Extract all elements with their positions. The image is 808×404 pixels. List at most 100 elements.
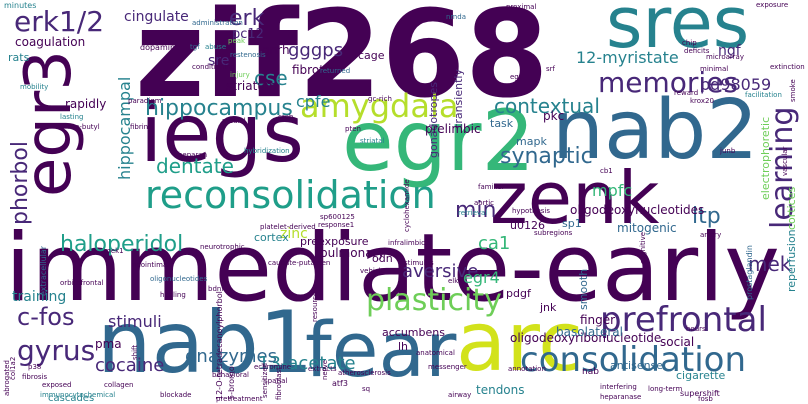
word-5-bromo: 5-bromo bbox=[227, 366, 236, 400]
word-returned: returned bbox=[320, 67, 351, 75]
word-junb: junb bbox=[720, 147, 736, 155]
word-shift: shift bbox=[131, 344, 139, 360]
word-cyclohexamide: cyclohexamide bbox=[403, 179, 411, 232]
word-antisense: antisense bbox=[610, 359, 664, 372]
word-smoke: smoke bbox=[789, 79, 797, 102]
word-response1: response1 bbox=[318, 221, 355, 229]
word-prefrontal: prefrontal bbox=[600, 300, 767, 340]
word-sp1: sp1 bbox=[562, 217, 582, 230]
word-nab1: nab1 bbox=[97, 293, 314, 393]
word-long-term: long-term bbox=[648, 385, 683, 393]
word-rapidly: rapidly bbox=[65, 97, 107, 111]
word-extracts: extracts bbox=[308, 365, 337, 373]
word-oligonucleotides: oligonucleotides bbox=[150, 275, 208, 283]
word-orbitofrontal: orbitofrontal bbox=[60, 279, 104, 287]
word-heparanase: heparanase bbox=[600, 393, 642, 401]
word-immunocytochemical: immunocytochemical bbox=[40, 391, 116, 399]
word-cocaine: cocaine bbox=[95, 355, 165, 376]
word-gonadotropes: gonadotropes bbox=[427, 82, 440, 158]
word-creb: creb bbox=[278, 113, 294, 121]
word-reperfusion: reperfusion bbox=[785, 229, 798, 292]
word-sensitized: sensitized bbox=[261, 362, 269, 398]
word-subregions: subregions bbox=[534, 229, 573, 237]
word-sres: sres bbox=[606, 0, 750, 64]
word-tgf: tgf bbox=[190, 43, 200, 51]
word-atf3: atf3 bbox=[332, 379, 348, 388]
word-prostaglandin: prostaglandin bbox=[745, 245, 754, 300]
word-retrieval: retrieval bbox=[458, 209, 488, 217]
word-sp600125: sp600125 bbox=[320, 213, 355, 221]
word-cpfe: cpfe bbox=[296, 92, 331, 111]
word-cage: cage bbox=[358, 49, 385, 62]
word-anatomical: anatomical bbox=[416, 349, 455, 357]
word-gc-rich: gc-rich bbox=[368, 95, 392, 103]
word-chip: chip bbox=[682, 39, 697, 47]
word-cse: cse bbox=[254, 66, 288, 90]
word-pulmonary: pulmonary bbox=[320, 246, 385, 260]
word-cigarette: cigarette bbox=[676, 369, 726, 382]
word-infralimbic: infralimbic bbox=[388, 239, 425, 247]
word-egr2: egr2 bbox=[342, 92, 535, 190]
word-medial: medial bbox=[222, 117, 246, 125]
word-p38: p38 bbox=[28, 363, 42, 371]
word-12-o-tetradecanoylphorbol: 12-O-tetradecanoylphorbol bbox=[215, 291, 224, 400]
word-ca1: ca1 bbox=[478, 233, 511, 254]
word-lh: lh bbox=[398, 340, 409, 353]
word-transiently: transiently bbox=[452, 69, 465, 128]
word-krox20: krox20 bbox=[690, 97, 714, 105]
word-srf: srf bbox=[546, 65, 555, 73]
word-reconsolidation: reconsolidation bbox=[145, 173, 436, 217]
word-tendons: tendons bbox=[476, 383, 525, 397]
word-collagen: collagen bbox=[104, 381, 134, 389]
word-hippocampus: hippocampus bbox=[145, 96, 293, 121]
word-social: social bbox=[660, 335, 695, 349]
word-mapk: mapk bbox=[516, 135, 547, 148]
word-exposure: exposure bbox=[756, 1, 789, 9]
word-iegs: iegs bbox=[140, 87, 304, 180]
word-behavioral: behavioral bbox=[212, 371, 249, 379]
word-erk12: erk1/2 bbox=[14, 5, 105, 38]
word-airway: airway bbox=[448, 391, 472, 399]
word-zinc: zinc bbox=[280, 226, 308, 242]
word-minutes: minutes bbox=[4, 1, 37, 10]
word-mek1: mek1 bbox=[104, 247, 124, 255]
word-healing: healing bbox=[160, 291, 186, 299]
word-smooth: smooth bbox=[577, 268, 590, 310]
word-jnk: jnk bbox=[540, 301, 557, 314]
word-deficits: deficits bbox=[684, 47, 710, 55]
word-hours: hours bbox=[686, 325, 706, 333]
word-sq: sq bbox=[362, 385, 371, 393]
word-extinction: extinction bbox=[770, 63, 805, 71]
word-egf: egf bbox=[510, 73, 522, 81]
word-stimulus: stimulus bbox=[404, 259, 434, 267]
word-annotation: annotation bbox=[508, 365, 546, 373]
word-neointimal: neointimal bbox=[132, 261, 170, 269]
word-pd98059: pd98059 bbox=[700, 75, 772, 94]
word-cortices: cortices bbox=[785, 186, 798, 230]
word-dnazymes: dnazymes bbox=[185, 346, 277, 367]
word-caudate-putamen: caudate-putamen bbox=[268, 259, 331, 267]
word-spatial: spatial bbox=[264, 377, 288, 385]
word-vehicle: vehicle bbox=[360, 267, 385, 275]
word-pma: pma bbox=[95, 337, 122, 351]
word-blockade: blockade bbox=[160, 391, 192, 399]
word-min: min bbox=[455, 198, 497, 223]
word-lasting: lasting bbox=[60, 113, 84, 121]
word-mitogenic: mitogenic bbox=[617, 221, 677, 235]
word-amygdala: amygdala bbox=[300, 87, 459, 125]
word-aversive: aversive bbox=[402, 261, 479, 282]
word-prelimbic: prelimbic bbox=[425, 122, 481, 136]
word-12-myristate: 12-myristate bbox=[576, 48, 679, 67]
word-memories: memories bbox=[598, 66, 739, 99]
word-finger: finger bbox=[580, 313, 616, 327]
word-pten: pten bbox=[345, 125, 361, 133]
word-electrophoretic: electrophoretic bbox=[759, 116, 772, 200]
word-microarray: microarray bbox=[706, 53, 744, 61]
word-immediate-early: immediate-early bbox=[5, 214, 780, 323]
word-egr4: egr4 bbox=[463, 268, 500, 287]
word-peak: peak bbox=[228, 37, 246, 45]
word-cortex: cortex bbox=[254, 231, 289, 244]
word-pdgf: pdgf bbox=[506, 287, 531, 300]
word-ecbromine: ecbromine bbox=[254, 363, 292, 371]
